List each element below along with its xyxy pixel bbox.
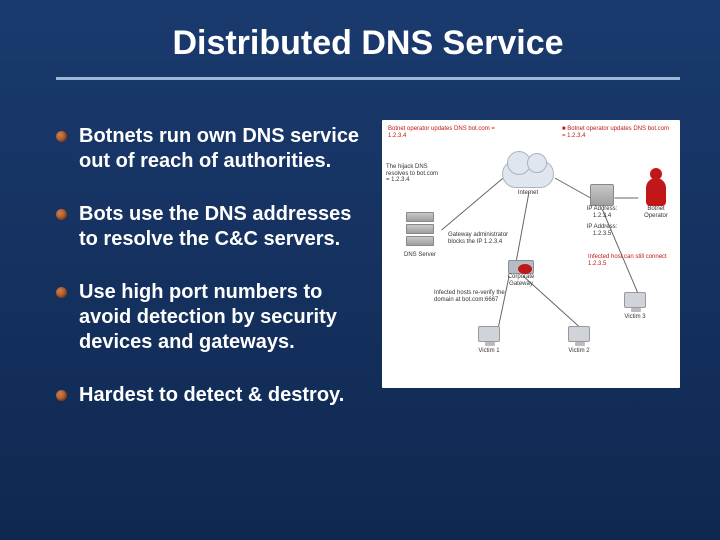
server-icon	[590, 184, 614, 206]
node-label: Internet	[502, 190, 554, 197]
bullet-item: Use high port numbers to avoid detection…	[56, 280, 366, 355]
node-victim2: Victim 2	[568, 326, 590, 355]
node-operator: Botnet Operator	[636, 178, 676, 219]
annotation: The hijack DNS resolves to bot.com = 1.2…	[386, 164, 442, 184]
bullet-item: Bots use the DNS addresses to resolve th…	[56, 202, 366, 252]
person-icon	[646, 178, 666, 206]
node-label: Corporate Gateway	[500, 274, 542, 287]
node-label: DNS Server	[404, 252, 436, 259]
bullet-text: Hardest to detect & destroy.	[79, 383, 344, 408]
bullet-list: Botnets run own DNS service out of reach…	[56, 114, 366, 436]
node-label: Victim 3	[624, 314, 646, 321]
annotation-text: Infected host can still connect 1.2.3.5	[588, 254, 667, 267]
annotation-text: Botnet operator updates DNS bot.com = 1.…	[388, 126, 495, 139]
bullet-text: Use high port numbers to avoid detection…	[79, 280, 366, 355]
network-diagram: Botnet operator updates DNS bot.com = 1.…	[382, 120, 680, 388]
annotation: Infected hosts re-verify the domain at b…	[434, 290, 514, 303]
bug-icon	[518, 264, 532, 274]
bullet-text: Botnets run own DNS service out of reach…	[79, 124, 366, 174]
node-label: Botnet Operator	[636, 206, 676, 219]
bullet-icon	[56, 287, 67, 298]
annotation-text: Gateway administrator blocks the IP 1.2.…	[448, 232, 508, 245]
annotation-text: ■ Botnet operator updates DNS bot.com = …	[562, 126, 669, 139]
node-victim3: Victim 3	[624, 292, 646, 321]
slide-title: Distributed DNS Service	[56, 24, 680, 63]
pc-icon	[624, 292, 646, 308]
bullet-item: Hardest to detect & destroy.	[56, 383, 366, 408]
content-row: Botnets run own DNS service out of reach…	[56, 114, 680, 436]
pc-icon	[478, 326, 500, 342]
cloud-icon	[502, 160, 554, 188]
annotation: ■ Botnet operator updates DNS bot.com = …	[562, 126, 674, 139]
bullet-text: Bots use the DNS addresses to resolve th…	[79, 202, 366, 252]
node-cc-server: IP Address: 1.2.3.4	[580, 184, 624, 219]
node-label: Victim 2	[568, 348, 590, 355]
node-internet: Internet	[502, 160, 554, 197]
node-dns-server: DNS Server	[404, 212, 436, 259]
bullet-icon	[56, 131, 67, 142]
annotation-text: Infected hosts re-verify the domain at b…	[434, 290, 505, 303]
slide: Distributed DNS Service Botnets run own …	[0, 0, 720, 540]
node-label: Victim 1	[478, 348, 500, 355]
bullet-icon	[56, 390, 67, 401]
annotation: Botnet operator updates DNS bot.com = 1.…	[388, 126, 500, 139]
pc-icon	[568, 326, 590, 342]
annotation-text: IP Address: 1.2.3.5	[587, 224, 618, 237]
bullet-icon	[56, 209, 67, 220]
annotation: Infected host can still connect 1.2.3.5	[588, 254, 668, 267]
node-label: IP Address: 1.2.3.4	[580, 206, 624, 219]
bullet-item: Botnets run own DNS service out of reach…	[56, 124, 366, 174]
server-stack-icon	[406, 212, 434, 252]
node-victim1: Victim 1	[478, 326, 500, 355]
title-underline	[56, 77, 680, 80]
annotation: IP Address: 1.2.3.5	[578, 224, 626, 237]
annotation-text: The hijack DNS resolves to bot.com = 1.2…	[386, 164, 438, 183]
node-gateway: Corporate Gateway	[500, 260, 542, 287]
annotation: Gateway administrator blocks the IP 1.2.…	[448, 232, 512, 245]
